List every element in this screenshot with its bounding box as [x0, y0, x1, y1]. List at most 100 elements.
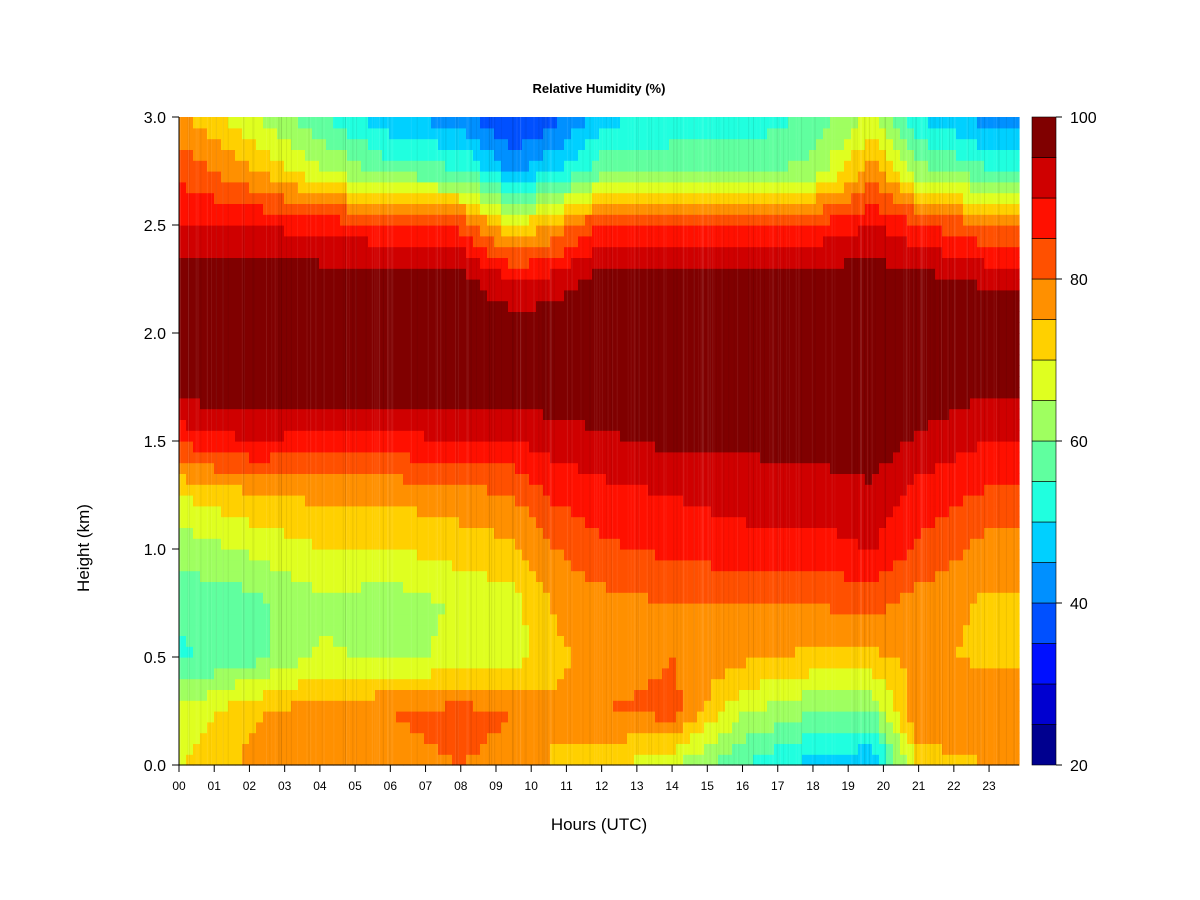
heatmap-cell [676, 505, 684, 518]
heatmap-cell [298, 257, 306, 269]
heatmap-cell [732, 754, 740, 766]
heatmap-cell [690, 430, 698, 442]
heatmap-cell [487, 505, 495, 518]
heatmap-cell [417, 257, 425, 269]
heatmap-cell [494, 333, 502, 345]
heatmap-cell [410, 721, 418, 734]
heatmap-cell [704, 365, 712, 377]
heatmap-cell [508, 592, 516, 604]
heatmap-cell [270, 365, 278, 377]
heatmap-cell [641, 397, 649, 410]
heatmap-cell [186, 570, 194, 582]
heatmap-cell [228, 743, 236, 755]
heatmap-cell [249, 408, 257, 420]
heatmap-cell [550, 117, 558, 129]
heatmap-cell [179, 516, 187, 528]
heatmap-cell [557, 570, 565, 582]
heatmap-cell [620, 538, 628, 550]
heatmap-cell [326, 754, 334, 766]
heatmap-cell [466, 721, 474, 734]
heatmap-cell [620, 430, 628, 442]
heatmap-cell [732, 624, 740, 636]
heatmap-cell [354, 538, 362, 550]
heatmap-cell [480, 473, 488, 485]
heatmap-cell [214, 484, 222, 496]
heatmap-cell [543, 279, 551, 291]
heatmap-cell [424, 635, 432, 647]
heatmap-cell [410, 279, 418, 291]
heatmap-cell [347, 754, 355, 766]
heatmap-cell [256, 603, 264, 615]
heatmap-cell [340, 138, 348, 150]
heatmap-cell [550, 538, 558, 550]
heatmap-cell [410, 462, 418, 474]
heatmap-cell [620, 473, 628, 485]
heatmap-cell [718, 192, 726, 204]
heatmap-cell [725, 462, 733, 474]
heatmap-cell [557, 754, 565, 766]
heatmap-cell [438, 721, 446, 734]
heatmap-cell [242, 700, 250, 712]
heatmap-cell [697, 559, 705, 572]
heatmap-cell [326, 592, 334, 604]
heatmap-cell [711, 387, 719, 399]
heatmap-cell [242, 743, 250, 755]
heatmap-cell [396, 149, 404, 161]
heatmap-cell [291, 624, 299, 636]
heatmap-cell [746, 138, 754, 150]
heatmap-cell [445, 505, 453, 518]
heatmap-cell [578, 214, 586, 226]
heatmap-cell [480, 592, 488, 604]
heatmap-cell [249, 527, 257, 539]
heatmap-cell [697, 117, 705, 129]
heatmap-cell [746, 257, 754, 269]
heatmap-cell [676, 419, 684, 431]
heatmap-cell [711, 354, 719, 366]
heatmap-cell [473, 667, 481, 680]
heatmap-cell [669, 279, 677, 291]
heatmap-cell [417, 181, 425, 194]
heatmap-cell [648, 678, 656, 690]
heatmap-cell [207, 721, 215, 734]
heatmap-cell [193, 451, 201, 464]
heatmap-cell [284, 570, 292, 582]
heatmap-cell [382, 160, 390, 172]
heatmap-cell [340, 549, 348, 561]
heatmap-cell [725, 441, 733, 453]
heatmap-cell [291, 408, 299, 420]
heatmap-cell [690, 203, 698, 215]
heatmap-cell [298, 678, 306, 690]
heatmap-cell [235, 581, 243, 593]
heatmap-cell [732, 289, 740, 302]
heatmap-cell [515, 300, 523, 312]
heatmap-cell [480, 635, 488, 647]
heatmap-cell [711, 667, 719, 680]
heatmap-cell [613, 678, 621, 690]
heatmap-cell [270, 430, 278, 442]
heatmap-cell [354, 181, 362, 194]
heatmap-cell [221, 138, 229, 150]
heatmap-cell [228, 484, 236, 496]
heatmap-cell [627, 754, 635, 766]
heatmap-cell [599, 484, 607, 496]
heatmap-cell [606, 430, 614, 442]
heatmap-cell [403, 711, 411, 723]
heatmap-cell [221, 549, 229, 561]
heatmap-cell [193, 268, 201, 280]
heatmap-cell [725, 430, 733, 442]
heatmap-cell [697, 376, 705, 388]
heatmap-cell [375, 613, 383, 626]
heatmap-cell [613, 203, 621, 215]
heatmap-cell [375, 516, 383, 528]
heatmap-cell [389, 171, 397, 183]
heatmap-cell [340, 635, 348, 647]
heatmap-cell [207, 689, 215, 701]
heatmap-cell [487, 408, 495, 420]
heatmap-cell [263, 667, 271, 680]
heatmap-cell [480, 257, 488, 269]
heatmap-cell [480, 397, 488, 410]
heatmap-cell [361, 117, 369, 129]
heatmap-cell [697, 343, 705, 356]
heatmap-cell [270, 495, 278, 507]
heatmap-cell [452, 203, 460, 215]
